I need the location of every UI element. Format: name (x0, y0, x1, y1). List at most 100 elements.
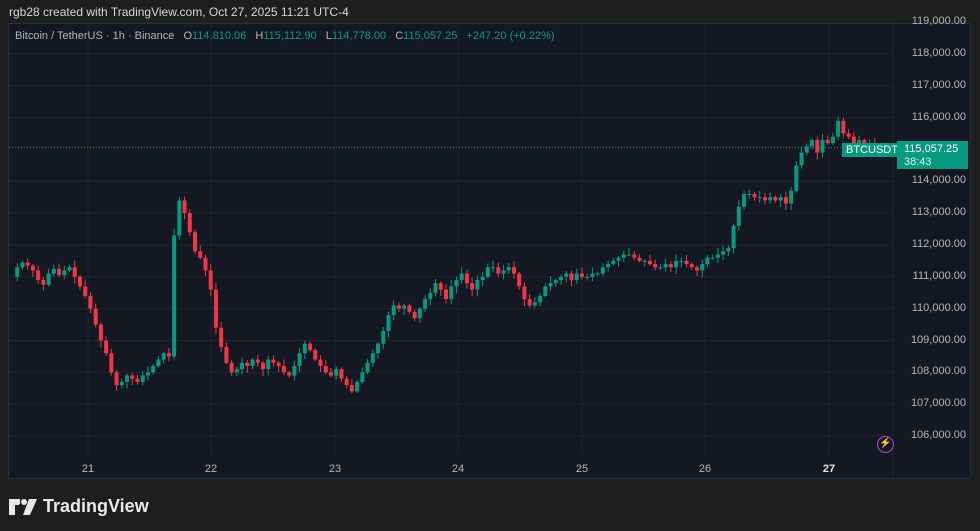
candle (376, 342, 381, 359)
candle (313, 348, 318, 362)
candle (762, 192, 767, 205)
candle (109, 348, 114, 376)
candle (93, 303, 98, 328)
candle (438, 281, 443, 296)
price-tick-label: 110,000.00 (911, 301, 966, 314)
change-value: +247.20 (+0.22%) (466, 30, 555, 42)
candle (224, 342, 229, 365)
low-value: 114,778.00 (331, 30, 387, 42)
candle (736, 199, 741, 231)
candle (653, 259, 658, 271)
candle (250, 358, 255, 370)
candle (349, 379, 354, 394)
symbol-label[interactable]: Bitcoin / TetherUS · 1h · Binance (15, 30, 175, 42)
candle (815, 136, 820, 160)
time-tick-label: 25 (575, 463, 589, 475)
candle (36, 265, 41, 284)
candle (213, 282, 218, 334)
candle (527, 294, 532, 308)
candle (658, 263, 663, 270)
candle (151, 363, 156, 375)
candle (637, 254, 642, 263)
candle (506, 263, 511, 275)
candle (328, 368, 333, 378)
candle (747, 189, 752, 199)
candle (836, 116, 841, 140)
candle (240, 357, 245, 375)
candle (119, 378, 124, 389)
candle (548, 276, 553, 291)
last-price-value: 115,057.25 (904, 143, 959, 155)
tradingview-logo-icon (9, 498, 37, 515)
candle (130, 372, 135, 386)
close-label: C (395, 30, 404, 42)
candle (522, 282, 527, 307)
candle (600, 263, 605, 277)
bar-countdown: 38:43 (904, 156, 932, 168)
candle (57, 263, 62, 278)
candle (323, 359, 328, 375)
candle (229, 359, 234, 376)
candle (219, 322, 224, 352)
candle (611, 257, 616, 266)
candle (752, 192, 757, 201)
candle (308, 341, 313, 352)
high-label: H (255, 30, 264, 42)
candle (292, 360, 297, 381)
candle (208, 264, 213, 297)
candle (355, 379, 360, 393)
candle (475, 275, 480, 297)
candle (517, 272, 522, 290)
candle (260, 361, 265, 377)
candle (381, 327, 386, 350)
candle (407, 303, 412, 314)
candle (491, 260, 496, 272)
candle (606, 260, 611, 272)
candle (360, 367, 365, 384)
candle (454, 276, 459, 294)
lightning-icon[interactable]: ⚡ (877, 436, 894, 453)
candle (595, 271, 600, 276)
ohlc-legend: Bitcoin / TetherUS · 1h · Binance O114,8… (15, 30, 561, 42)
candle (841, 118, 846, 138)
candle (684, 254, 689, 268)
candle (532, 297, 537, 308)
candle (674, 254, 679, 274)
candle (166, 348, 171, 362)
candle (386, 311, 391, 338)
candle (161, 351, 166, 364)
candle (402, 303, 407, 315)
candle (564, 271, 569, 283)
candle (423, 295, 428, 313)
symbol-tag: BTCUSDT (842, 143, 902, 157)
candle (15, 263, 20, 282)
candle (553, 278, 558, 287)
candle (234, 366, 239, 376)
candle (140, 370, 145, 386)
tradingview-logo[interactable]: TradingView (9, 496, 149, 517)
candle (88, 292, 93, 314)
candle (470, 277, 475, 297)
candle (41, 277, 46, 291)
price-tick-label: 109,000.00 (910, 333, 966, 346)
open-label: O (183, 30, 193, 42)
candle (721, 245, 726, 260)
candle (391, 300, 396, 320)
candle (538, 293, 543, 307)
candle (464, 269, 469, 289)
candle (825, 135, 830, 145)
candle (172, 228, 177, 360)
time-tick-label: 22 (204, 463, 218, 475)
candle (271, 354, 276, 367)
candle (768, 192, 773, 204)
price-tick-label: 111,000.00 (912, 269, 966, 282)
candle (559, 274, 564, 286)
chart-frame[interactable] (8, 23, 971, 479)
candle (627, 248, 632, 257)
candle (726, 245, 731, 256)
candle (804, 143, 809, 156)
candle (396, 302, 401, 312)
candle (830, 132, 835, 146)
low-label: L (325, 30, 332, 42)
